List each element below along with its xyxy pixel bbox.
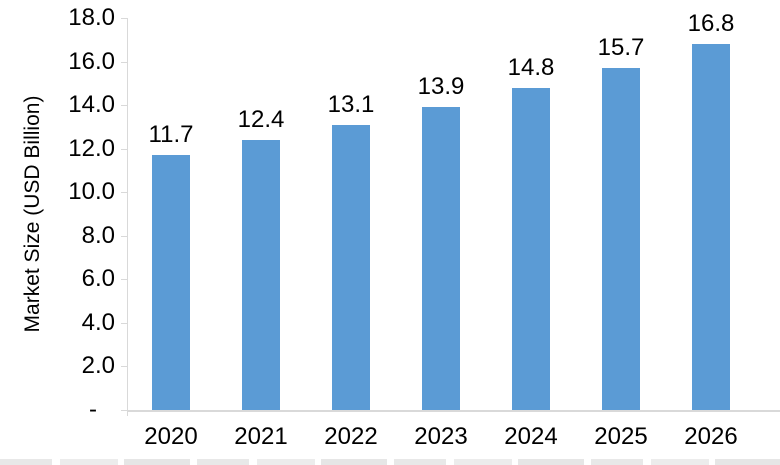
y-tick-mark (121, 148, 127, 150)
cropped-content-edge (0, 459, 780, 465)
bar (602, 68, 640, 410)
y-tick-label: 12.0 (68, 134, 115, 162)
x-tick-label: 2024 (504, 423, 558, 450)
y-tick-label: 6.0 (81, 265, 115, 293)
y-tick-mark (121, 61, 127, 63)
y-tick-label: 2.0 (81, 352, 115, 380)
bar-value-label: 14.8 (507, 53, 555, 81)
y-tick-label: 14.0 (68, 91, 115, 119)
y-tick-mark (121, 279, 127, 281)
x-axis-line (127, 410, 780, 412)
bar (332, 124, 370, 410)
bar-value-label: 16.8 (687, 10, 735, 38)
bar (512, 87, 550, 410)
y-tick-label: 4.0 (81, 308, 115, 336)
y-tick-label: 18.0 (68, 4, 115, 31)
bar-value-label: 13.9 (417, 73, 465, 101)
x-tick-label: 2026 (684, 423, 738, 450)
bar-value-label: 11.7 (148, 121, 194, 149)
y-tick-label: 16.0 (68, 47, 115, 75)
y-tick-mark (121, 322, 127, 324)
y-tick-mark (121, 366, 127, 368)
bar (422, 107, 460, 410)
bar-value-label: 12.4 (237, 105, 285, 133)
bar-value-label: 13.1 (327, 90, 375, 118)
x-tick-label: 2022 (324, 423, 378, 450)
y-tick-mark (121, 192, 127, 194)
bar (692, 44, 730, 410)
y-tick-mark (121, 235, 127, 237)
x-tick-label: 2025 (594, 423, 648, 450)
x-tick-label: 2023 (414, 423, 468, 450)
y-axis-line (127, 18, 128, 416)
x-tick-label: 2021 (234, 423, 288, 450)
y-tick-label: - (89, 396, 97, 423)
bar-value-label: 15.7 (597, 34, 645, 62)
y-tick-mark (121, 105, 127, 107)
y-tick-label: 10.0 (68, 178, 115, 206)
y-tick-label: 8.0 (81, 221, 115, 249)
y-tick-mark (121, 410, 127, 411)
bar (152, 155, 190, 410)
x-tick-label: 2020 (144, 423, 198, 450)
y-tick-mark (121, 18, 127, 19)
bar (242, 139, 280, 410)
